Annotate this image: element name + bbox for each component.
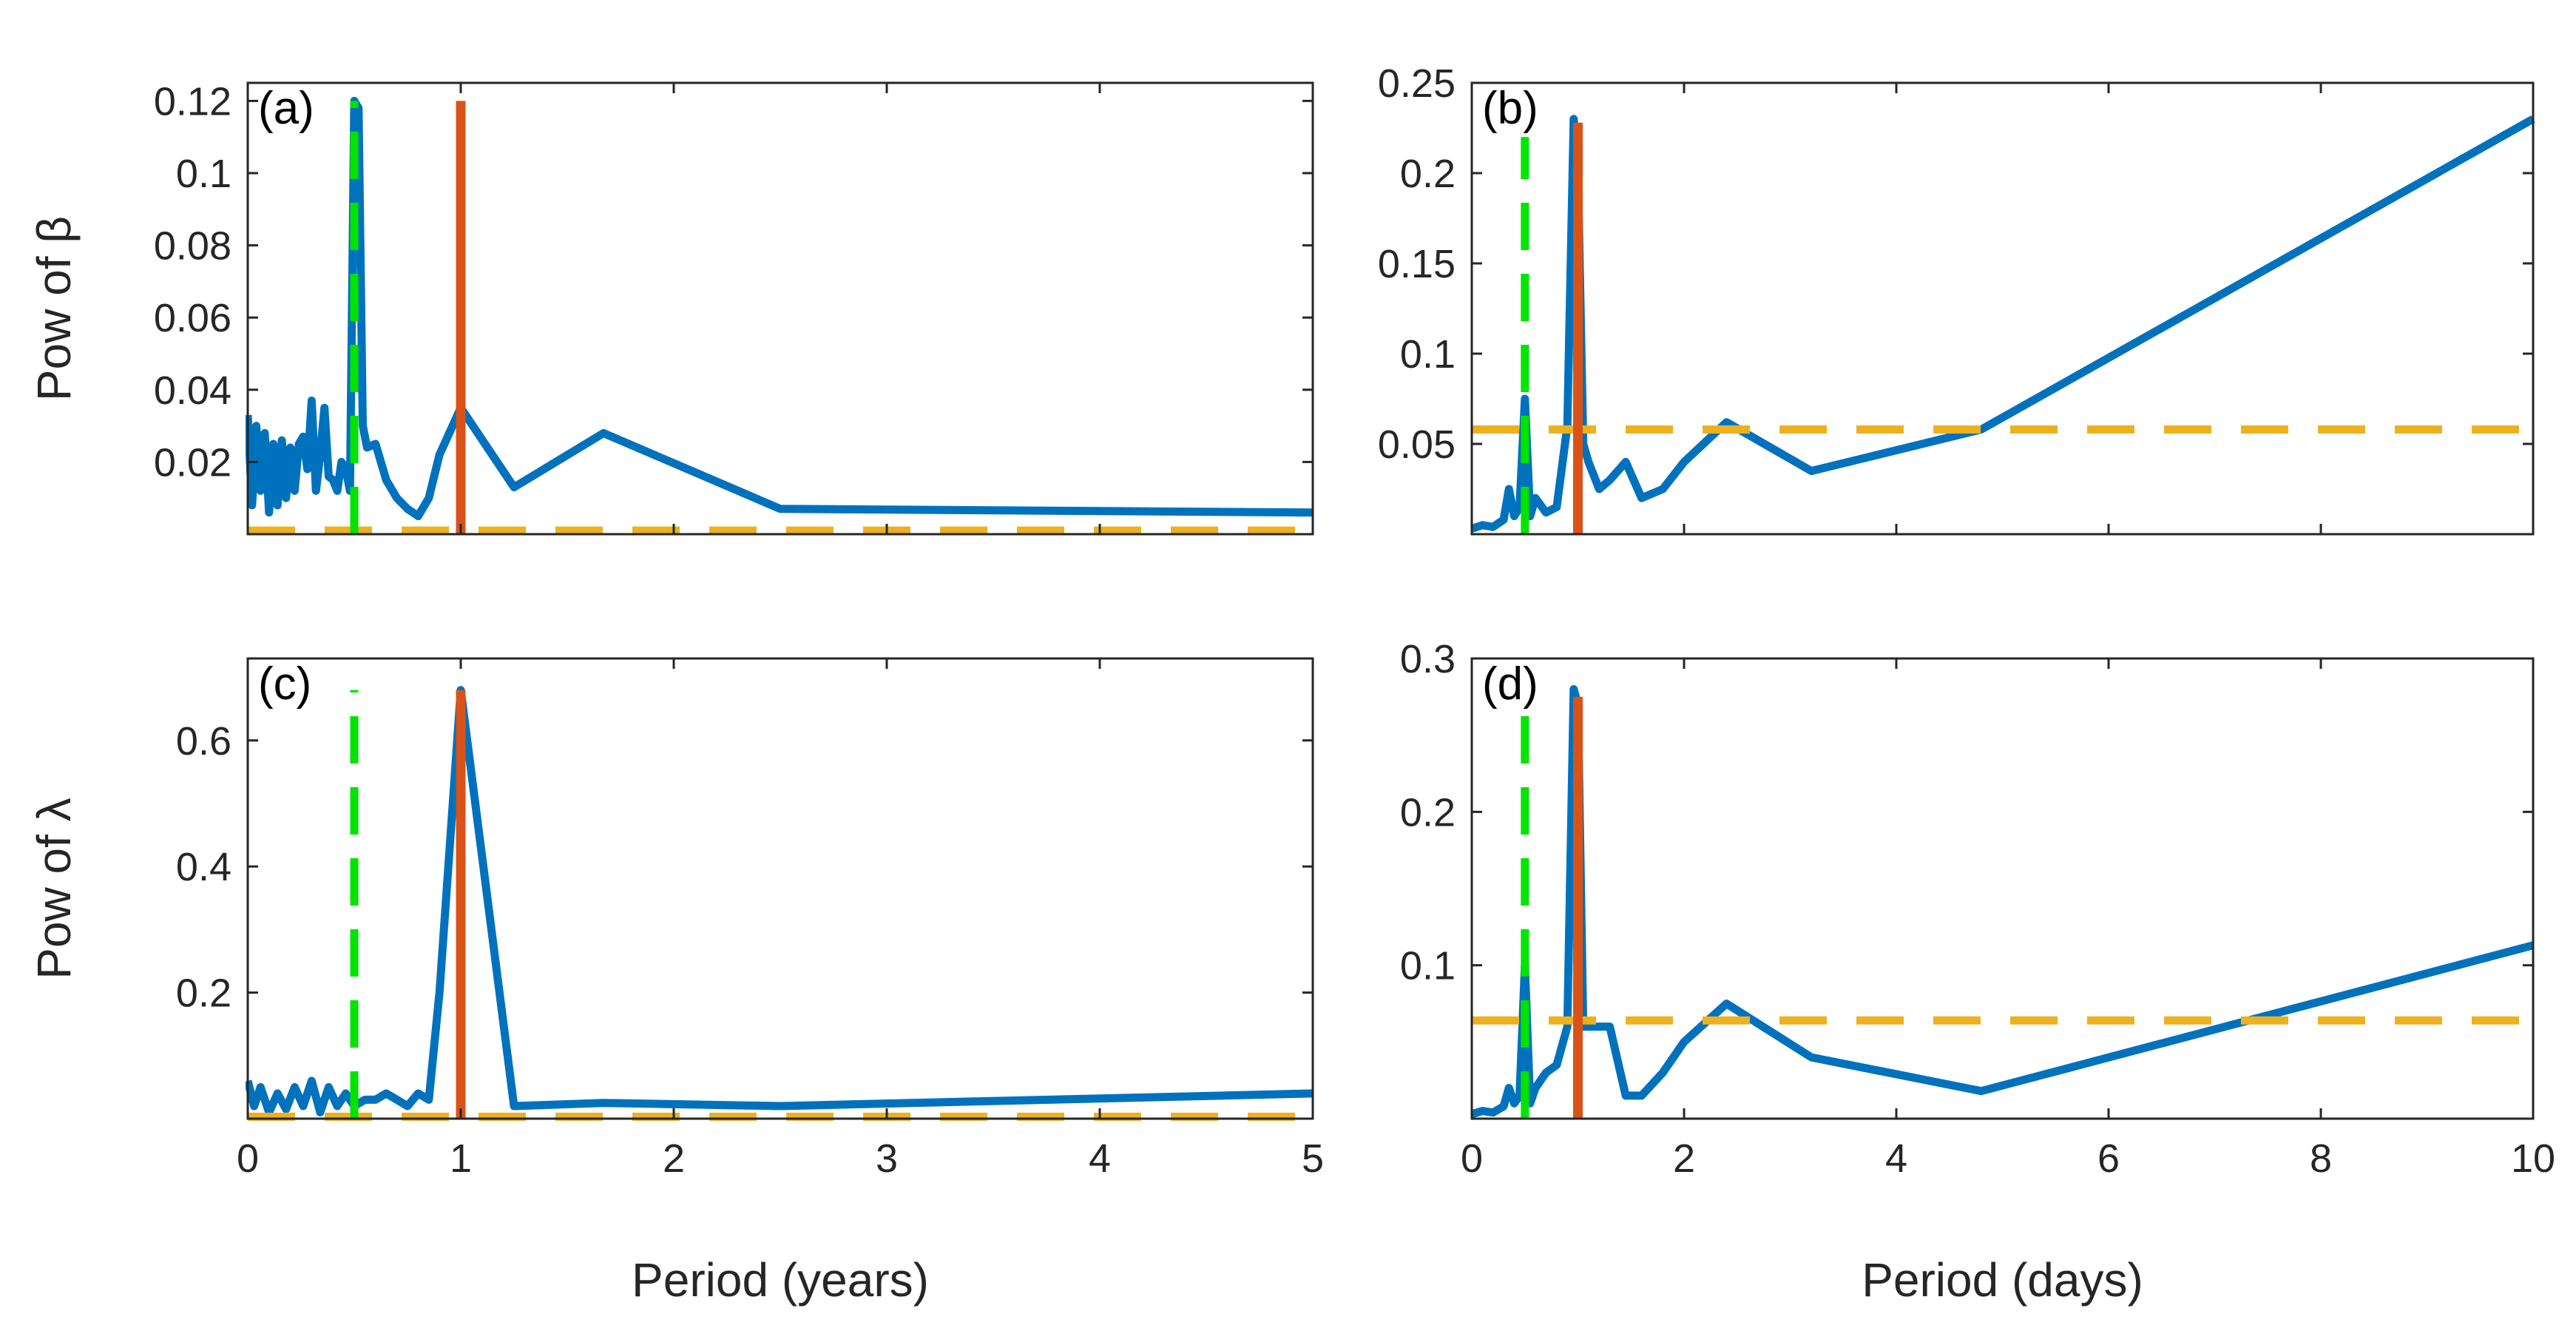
series-group-b bbox=[1470, 115, 2535, 534]
y-tick-label-b-1: 0.1 bbox=[1400, 332, 1456, 377]
series-power-b bbox=[1470, 115, 2535, 533]
y-tick-label-b-4: 0.25 bbox=[1378, 61, 1456, 106]
x-tick-label-d-3: 6 bbox=[2097, 1136, 2120, 1181]
axes-frame-c bbox=[246, 657, 1314, 1120]
y-tick-label-a-5: 0.12 bbox=[154, 79, 231, 124]
x-tick-label-d-0: 0 bbox=[1461, 1136, 1483, 1181]
y-tick-label-d-1: 0.2 bbox=[1400, 790, 1456, 835]
plot-area-c bbox=[248, 658, 1313, 1119]
y-axis-label-a: Pow of β bbox=[27, 216, 81, 401]
series-group-c bbox=[246, 686, 1314, 1121]
panel-label-a: (a) bbox=[258, 83, 314, 134]
y-tick-label-c-2: 0.6 bbox=[176, 719, 231, 764]
panel-label-c: (c) bbox=[258, 658, 311, 710]
series-group-d bbox=[1470, 685, 2535, 1119]
x-tick-label-c-0: 0 bbox=[237, 1136, 259, 1181]
y-tick-label-b-0: 0.05 bbox=[1378, 422, 1456, 467]
y-tick-label-b-2: 0.15 bbox=[1378, 242, 1456, 286]
x-axis-label-c: Period (years) bbox=[632, 1253, 929, 1307]
axes-frame-b bbox=[1470, 81, 2535, 536]
x-tick-label-d-1: 2 bbox=[1673, 1136, 1695, 1181]
y-tick-label-d-0: 0.1 bbox=[1400, 944, 1456, 988]
series-power-d bbox=[1470, 685, 2535, 1119]
x-tick-label-c-4: 4 bbox=[1089, 1136, 1111, 1181]
plot-area-a bbox=[248, 83, 1313, 534]
plot-area-d bbox=[1472, 658, 2533, 1119]
axes-frame-a bbox=[246, 81, 1314, 536]
series-power-a bbox=[246, 96, 1314, 521]
panel-label-d: (d) bbox=[1482, 658, 1538, 710]
y-tick-label-a-3: 0.08 bbox=[154, 224, 231, 269]
x-tick-label-c-3: 3 bbox=[876, 1136, 898, 1181]
y-tick-label-c-0: 0.2 bbox=[176, 971, 231, 1016]
y-tick-label-d-2: 0.3 bbox=[1400, 637, 1456, 681]
plot-area-b bbox=[1472, 83, 2533, 534]
x-tick-label-d-2: 4 bbox=[1885, 1136, 1907, 1181]
x-tick-label-c-1: 1 bbox=[450, 1136, 472, 1181]
x-tick-label-c-2: 2 bbox=[663, 1136, 685, 1181]
y-tick-label-a-4: 0.1 bbox=[176, 152, 231, 196]
y-tick-label-c-1: 0.4 bbox=[176, 845, 231, 889]
y-tick-label-a-2: 0.06 bbox=[154, 296, 231, 340]
x-tick-label-d-5: 10 bbox=[2511, 1136, 2555, 1181]
panel-d: 0 2 4 6 8 10 0.1 0.2 0.3 (d) Period (days) bbox=[1400, 637, 2555, 1307]
y-tick-label-a-1: 0.04 bbox=[154, 368, 231, 413]
y-tick-label-a-0: 0.02 bbox=[154, 440, 231, 485]
panel-label-b: (b) bbox=[1482, 83, 1538, 134]
panel-a: 0.02 0.04 0.06 0.08 0.1 0.12 (a) Pow of β bbox=[27, 79, 1314, 536]
x-tick-label-c-5: 5 bbox=[1302, 1136, 1324, 1181]
series-group-a bbox=[246, 96, 1314, 535]
y-tick-label-b-3: 0.2 bbox=[1400, 152, 1456, 196]
panel-c: 0 1 2 3 4 5 0.2 0.4 0.6 (c) Pow of λ Period (years) bbox=[27, 657, 1324, 1307]
x-axis-label-d: Period (days) bbox=[1862, 1253, 2143, 1307]
x-tick-label-d-4: 8 bbox=[2310, 1136, 2332, 1181]
axes-frame-d bbox=[1470, 657, 2535, 1120]
panel-b: 0.05 0.1 0.15 0.2 0.25 (b) bbox=[1378, 61, 2535, 536]
y-axis-label-c: Pow of λ bbox=[27, 798, 81, 979]
